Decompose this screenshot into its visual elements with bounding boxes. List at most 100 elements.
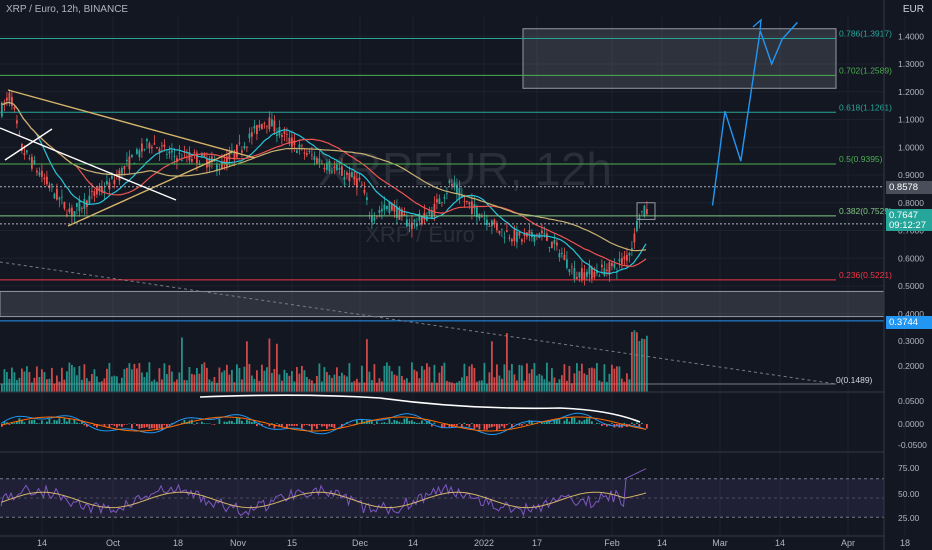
macd-histogram-bar [448, 424, 451, 428]
volume-bar [293, 381, 296, 392]
candlestick-series[interactable] [1, 89, 656, 286]
candle-body [226, 156, 228, 167]
volume-bar [491, 341, 493, 392]
candle-body [463, 201, 466, 202]
candle-body [603, 268, 606, 276]
price-axis[interactable]: 1.4000 1.3000 1.2000 1.1000 1.0000 0.9000 0.80… [898, 31, 927, 523]
candle-body [358, 177, 361, 180]
volume-bar [406, 378, 408, 392]
macd-histogram-bar [591, 421, 593, 424]
volume-bar [1, 383, 3, 392]
volume-bar [318, 363, 321, 392]
volume-bar [328, 375, 331, 392]
macd-histogram-bar [326, 424, 328, 429]
volume-bar [306, 376, 308, 392]
volume-bar [601, 381, 603, 392]
macd-histogram-bar [411, 420, 413, 424]
volume-bar [201, 364, 203, 392]
volume-bar [46, 379, 48, 392]
macd-histogram-bar [458, 423, 461, 424]
volume-bar [78, 366, 81, 392]
fib-label: 0.702(1.2589) [839, 65, 892, 75]
macd-histogram-bar [51, 423, 53, 424]
volume-bar [586, 374, 588, 392]
lower-support-zone [0, 290, 885, 318]
candle-body [573, 268, 576, 280]
macd-histogram-bar [426, 420, 428, 424]
candle-body [151, 146, 153, 149]
volume-bar [261, 364, 263, 392]
macd-histogram-bar [526, 424, 528, 425]
macd-histogram-bar [391, 422, 393, 424]
fibonacci-retracement[interactable]: 0.786(1.3917) 0.702(1.2589) 0.618(1.1261) 0… [0, 29, 892, 385]
volume-bar [283, 369, 286, 392]
volume-bar [63, 379, 66, 392]
candle-body [406, 219, 408, 227]
candle-body [171, 150, 173, 153]
candle-body [138, 150, 141, 158]
candle-body [91, 191, 93, 192]
macd-histogram-bar [58, 418, 61, 424]
candle-body [381, 208, 383, 212]
macd-histogram-bar [416, 422, 418, 424]
macd-histogram-bar [81, 420, 83, 424]
symbol-title: XRP / Euro, 12h, BINANCE [6, 4, 128, 15]
macd-histogram-bar [281, 424, 283, 427]
macd-tick-label: 0.0000 [898, 419, 924, 429]
candle-body [1, 103, 3, 117]
candle-body [373, 217, 376, 221]
volume-bar [121, 377, 123, 392]
macd-histogram-bar [463, 422, 466, 424]
candle-body [476, 207, 478, 218]
macd-histogram-bar [76, 422, 78, 424]
volume-bar [266, 367, 268, 392]
time-axis[interactable]: 14 Oct 18 Nov 15 Dec 14 2022 17 Feb 14 Mar 14 Apr 18 [37, 538, 910, 548]
volume-bar [83, 364, 86, 392]
candle-body [306, 153, 308, 155]
trendline-drawings[interactable] [0, 18, 837, 385]
candle-body [158, 148, 161, 154]
macd-histogram-bar [286, 424, 288, 429]
candle-body [251, 132, 253, 137]
rsi-band [0, 478, 884, 518]
candle-body [313, 156, 316, 161]
candle-body [201, 153, 203, 157]
macd-histogram-bar [151, 424, 153, 429]
candle-body [626, 255, 628, 261]
volume-bar [408, 382, 411, 392]
macd-histogram-bar [148, 424, 151, 429]
macd-histogram-bar [158, 424, 161, 429]
time-tick-label: Feb [604, 538, 620, 548]
volume-bar [208, 379, 211, 392]
candle-body [561, 252, 563, 254]
candle-body [316, 157, 318, 164]
macd-histogram-bar [243, 423, 246, 424]
candle-body [531, 232, 533, 238]
volume-bar [81, 379, 83, 392]
time-tick-label: 14 [657, 538, 667, 548]
macd-histogram-bar [213, 424, 216, 425]
candle-body [8, 92, 11, 101]
candle-body [393, 205, 396, 212]
candle-body [456, 184, 458, 194]
fib-label: 0.786(1.3917) [839, 29, 892, 39]
volume-bar [353, 380, 356, 392]
candle-body [548, 247, 551, 248]
macd-histogram-bar [296, 424, 298, 426]
candle-body [293, 140, 296, 146]
volume-bar [136, 368, 138, 392]
currency-label[interactable]: EUR [902, 4, 924, 15]
macd-histogram-bar [181, 422, 183, 424]
candle-body [483, 217, 486, 219]
candle-body [468, 201, 471, 205]
candle-body [388, 201, 391, 213]
volume-bar [573, 373, 576, 392]
volume-bar [241, 379, 243, 392]
volume-bar [223, 370, 226, 392]
volume-bar [478, 380, 481, 392]
volume-bar [543, 379, 546, 392]
volume-bar [133, 363, 136, 392]
candle-body [38, 172, 41, 176]
watermark-name: XRP / Euro [365, 222, 475, 247]
